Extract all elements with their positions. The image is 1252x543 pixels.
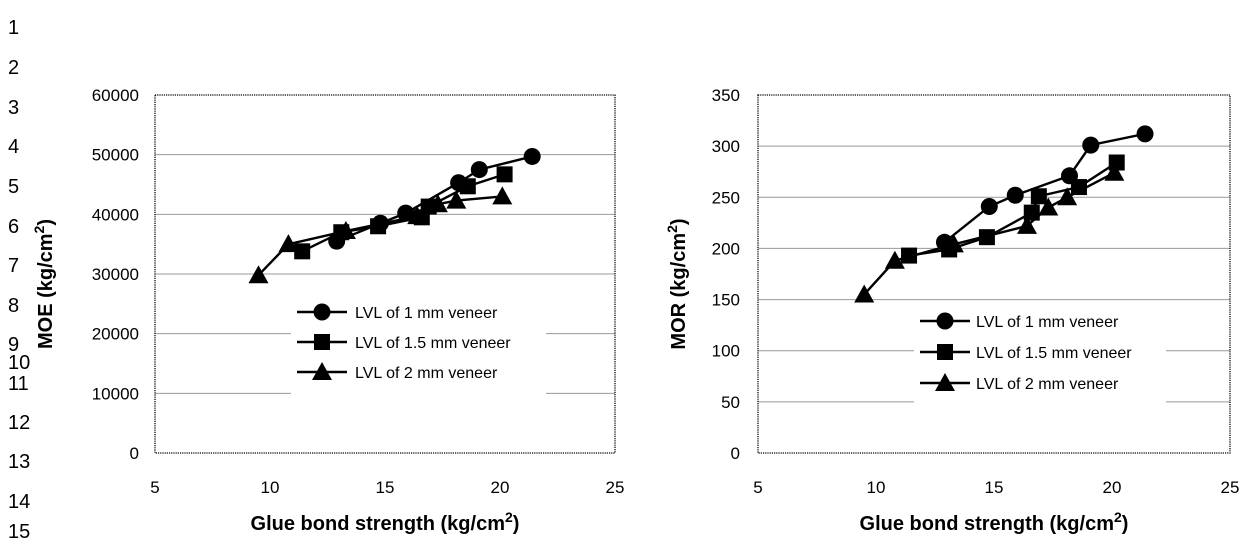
legend-marker-square [937,344,953,360]
data-point-triangle [278,234,299,253]
y-axis-title: MOR (kg/cm2) [664,218,690,349]
plot-border [154,94,616,454]
x-tick-label: 15 [376,478,395,497]
chart-svg: 0 50 100 150 200 250 300 350 5 10 15 20 25 Glue bond … [664,86,1240,535]
line-number: 2 [8,57,20,79]
series-triangle [248,186,513,284]
x-tick-label: 25 [606,478,625,497]
series-triangle [854,162,1125,303]
y-tick-label: 10000 [92,384,139,403]
data-point-triangle [407,206,428,225]
series-circle [935,125,1154,251]
y-tick-label: 250 [712,188,740,207]
data-point-triangle [492,186,513,205]
line-number: 6 [8,216,20,238]
data-point-circle [470,161,488,179]
y-tick-label: 300 [712,137,740,156]
legend-label: LVL of 1 mm veneer [355,305,498,322]
line-numbers: 1 2 3 4 5 6 7 8 9 10 11 12 13 14 15 [8,0,38,542]
y-tick-label: 60000 [92,86,139,105]
line-number: 5 [8,176,20,198]
y-tick-label: 200 [712,239,740,258]
data-point-triangle [943,234,964,253]
y-tick-label: 150 [712,291,740,310]
data-point-triangle [884,250,905,269]
legend-label: LVL of 1.5 mm veneer [976,345,1132,362]
series-square [901,154,1125,264]
y-tick-label: 40000 [92,205,139,224]
data-point-circle [1136,125,1154,143]
data-point-triangle [248,265,269,284]
x-axis-title: Glue bond strength (kg/cm2) [860,509,1129,535]
data-point-triangle [1038,197,1059,216]
data-point-square [294,243,311,260]
y-tick-label: 0 [130,444,139,463]
legend-label: LVL of 1 mm veneer [976,314,1119,331]
legend-marker-circle [936,312,954,330]
x-axis-title: Glue bond strength (kg/cm2) [251,509,520,535]
data-point-triangle [1104,162,1125,181]
legend-marker-triangle [935,373,955,391]
moe-chart: 0 10000 20000 30000 40000 50000 60000 5 10 15 20 25… [31,86,625,535]
x-tick-label: 10 [867,478,886,497]
data-point-square [1070,179,1087,196]
chart-svg: 0 10000 20000 30000 40000 50000 60000 5 10 15 20 25… [31,86,625,535]
x-tick-label: 5 [150,478,159,497]
mor-chart: 0 50 100 150 200 250 300 350 5 10 15 20 25 Glue bond … [640,0,1252,542]
data-point-triangle [1057,187,1078,206]
data-point-triangle [446,190,467,209]
data-point-triangle [427,194,448,213]
x-tick-label: 10 [261,478,280,497]
line-number: 8 [8,295,20,317]
data-point-circle [523,147,541,165]
y-tick-label: 0 [731,444,740,463]
series-line [943,132,1146,244]
line-number: 14 [8,491,31,513]
data-point-circle [980,197,998,215]
y-tick-label: 20000 [92,325,139,344]
data-point-triangle [1017,215,1038,234]
y-axis-title: MOE (kg/cm2) [31,219,57,349]
line-number: 9 [8,334,20,356]
x-tick-label: 20 [1103,478,1122,497]
line-number: 1 [8,17,20,39]
data-point-triangle [335,221,356,240]
x-tick-label: 20 [491,478,510,497]
line-number: 7 [8,255,20,277]
y-tick-label: 100 [712,342,740,361]
data-point-triangle [854,284,875,303]
legend: LVL of 1 mm veneer LVL of 1.5 mm veneer LV… [291,298,546,394]
y-tick-label: 50 [721,393,740,412]
data-point-square [496,166,513,183]
line-number: 15 [8,521,31,543]
legend-label: LVL of 2 mm veneer [976,376,1119,393]
line-number: 4 [8,136,20,158]
y-tick-label: 350 [712,86,740,105]
x-tick-label: 25 [1221,478,1240,497]
legend-label: LVL of 2 mm veneer [355,365,498,382]
y-tick-label: 30000 [92,265,139,284]
data-point-square [1030,188,1047,205]
data-point-circle [1082,136,1100,154]
line-number: 12 [8,412,31,434]
line-number: 10 [8,352,31,374]
line-number: 3 [8,97,20,119]
y-tick-label: 50000 [92,146,139,165]
legend: LVL of 1 mm veneer LVL of 1.5 mm veneer LV… [914,307,1166,406]
data-point-square [1023,204,1040,221]
x-tick-label: 5 [753,478,762,497]
legend-marker-triangle [312,362,332,380]
plot-border [757,94,1231,454]
x-tick-label: 15 [985,478,1004,497]
legend-marker-circle [313,303,331,321]
legend-label: LVL of 1.5 mm veneer [355,335,511,352]
line-number: 11 [8,373,29,395]
data-point-square [459,178,476,195]
line-number: 13 [8,451,31,473]
data-point-circle [1006,186,1024,204]
legend-marker-square [314,334,330,350]
